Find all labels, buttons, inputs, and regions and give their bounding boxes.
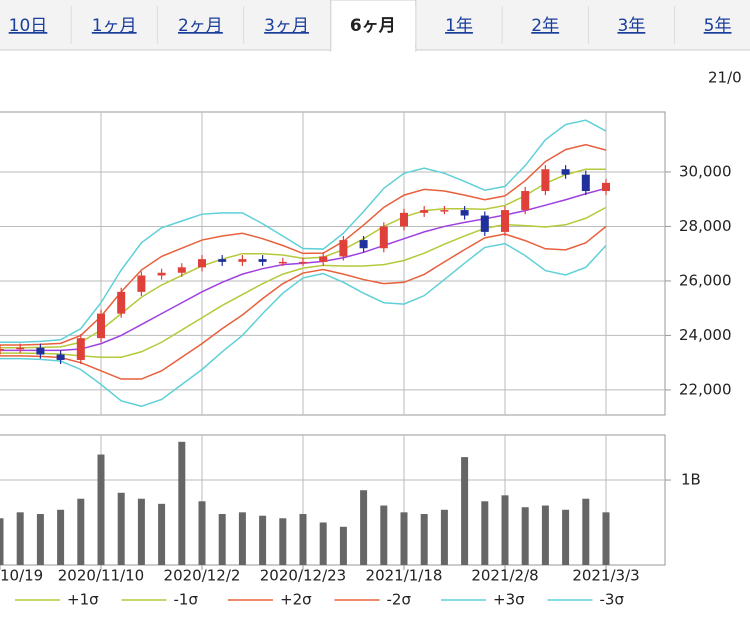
candle-body xyxy=(480,215,489,232)
tab[interactable]: 5年 xyxy=(704,16,732,36)
price-panel xyxy=(0,111,666,416)
x-tick-label: 2020/11/10 xyxy=(58,567,144,585)
candle-body xyxy=(359,240,368,249)
volume-bar xyxy=(36,514,44,565)
date-label: 21/0 xyxy=(708,69,742,87)
x-tick-label: 2021/1/18 xyxy=(366,567,443,585)
volume-bar xyxy=(299,514,307,565)
candle-body xyxy=(137,275,146,292)
candle-body xyxy=(420,210,429,213)
band-line xyxy=(0,119,607,343)
x-tick-label: 2020/10/19 xyxy=(0,567,43,585)
y-tick-label: 22,000 xyxy=(679,380,732,398)
volume-bar xyxy=(400,512,408,565)
volume-bar xyxy=(259,515,267,565)
legend-label: +3σ xyxy=(493,591,525,609)
volume-bar xyxy=(541,505,549,565)
candle-body xyxy=(0,349,4,351)
volume-bar xyxy=(481,501,489,565)
candle-body xyxy=(218,259,227,262)
x-tick-label: 2021/3/3 xyxy=(572,567,639,585)
legend-label: -1σ xyxy=(174,591,199,609)
x-tick-label: 2020/12/23 xyxy=(260,567,346,585)
candle-body xyxy=(278,261,287,264)
volume-bar xyxy=(319,522,327,565)
volume-bar xyxy=(117,492,125,565)
candle-body xyxy=(117,291,126,314)
candle-body xyxy=(319,256,328,262)
volume-bar xyxy=(562,509,570,565)
volume-bar xyxy=(0,518,4,565)
y-tick-label: 28,000 xyxy=(679,217,732,235)
legend-label: -2σ xyxy=(387,591,412,609)
tab[interactable]: 1ヶ月 xyxy=(92,16,137,36)
candle-body xyxy=(400,212,408,227)
candle-body xyxy=(198,259,206,268)
x-tick-label: 2021/2/8 xyxy=(471,567,538,585)
candle-body xyxy=(581,174,590,192)
candle-body xyxy=(339,240,348,257)
legend-label: -3σ xyxy=(600,591,625,609)
volume-bar xyxy=(57,509,65,565)
candle-body xyxy=(157,272,166,276)
volume-bar xyxy=(77,498,85,565)
candle-body xyxy=(541,169,550,192)
volume-bar xyxy=(602,512,610,565)
candle-body xyxy=(97,313,105,339)
active-tab-cover xyxy=(331,48,416,52)
volume-bar xyxy=(218,514,226,565)
volume-bar xyxy=(420,514,428,565)
candle-body xyxy=(602,182,610,192)
candle-body xyxy=(56,354,65,360)
candle-body xyxy=(16,347,25,350)
tab[interactable]: 1年 xyxy=(445,16,473,36)
y-tick-label: 26,000 xyxy=(679,271,732,289)
legend-label: +1σ xyxy=(67,591,99,609)
candle-body xyxy=(299,261,307,264)
volume-bar xyxy=(339,526,347,565)
tab[interactable]: 2年 xyxy=(531,16,559,36)
volume-panel xyxy=(0,434,666,566)
x-tick-label: 2020/12/2 xyxy=(164,567,241,585)
volume-bar xyxy=(97,454,105,565)
candle-body xyxy=(501,210,509,232)
band-line xyxy=(0,242,607,408)
candle-body xyxy=(440,210,449,212)
candle-body xyxy=(561,169,570,175)
legend-label: +2σ xyxy=(280,591,312,609)
y-tick-label: 24,000 xyxy=(679,326,732,344)
candle-body xyxy=(258,259,267,262)
volume-bar xyxy=(360,490,368,565)
candle-body xyxy=(177,267,186,273)
volume-bar xyxy=(582,498,590,565)
candle-body xyxy=(238,259,247,262)
candle-body xyxy=(36,347,45,355)
y-tick-label: 30,000 xyxy=(679,162,732,180)
volume-bar xyxy=(440,509,448,565)
volume-bar xyxy=(279,518,287,565)
tab[interactable]: 10日 xyxy=(9,16,48,36)
tab[interactable]: 2ヶ月 xyxy=(178,16,223,36)
volume-bar xyxy=(16,512,24,565)
tab[interactable]: 3ヶ月 xyxy=(264,16,309,36)
volume-bar xyxy=(158,503,166,565)
y-tick-label: 1B xyxy=(681,471,701,489)
volume-bar xyxy=(521,507,529,565)
volume-bar xyxy=(238,512,246,565)
candle-body xyxy=(460,210,469,216)
candle-body xyxy=(379,226,388,249)
volume-bar xyxy=(461,457,469,565)
volume-bar xyxy=(137,498,145,565)
volume-bar xyxy=(380,505,388,565)
volume-bar xyxy=(198,501,206,565)
candle-body xyxy=(521,191,530,211)
candle-body xyxy=(76,338,85,360)
volume-bar xyxy=(178,441,186,565)
tab[interactable]: 3年 xyxy=(617,16,645,36)
volume-bar xyxy=(501,495,509,565)
tab[interactable]: 6ヶ月 xyxy=(350,16,396,36)
